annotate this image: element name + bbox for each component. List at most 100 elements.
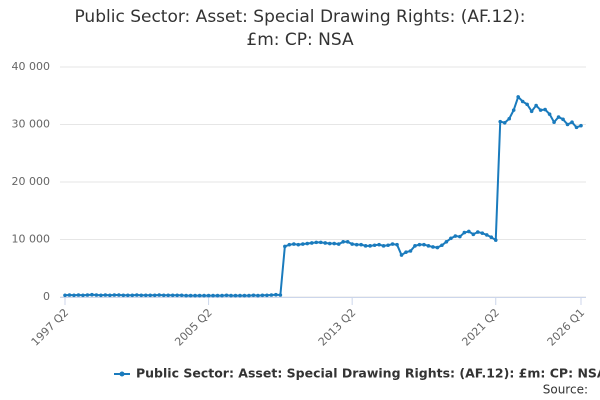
y-tick-label: 0	[43, 290, 50, 303]
data-point	[148, 293, 153, 298]
data-point	[529, 109, 534, 114]
data-point	[520, 99, 525, 104]
data-point	[363, 244, 368, 248]
data-point	[507, 116, 512, 121]
y-tick-label: 30 000	[12, 118, 51, 131]
data-point	[404, 250, 408, 254]
data-point	[112, 293, 117, 297]
data-point	[238, 293, 242, 298]
data-point	[193, 293, 197, 298]
series-line	[64, 95, 582, 297]
data-point	[301, 242, 305, 246]
data-point	[417, 242, 422, 247]
data-point	[516, 95, 520, 99]
data-point	[547, 112, 552, 116]
x-tick-label: 2021 Q2	[459, 306, 502, 349]
data-point	[121, 293, 126, 298]
data-point	[377, 242, 381, 247]
data-point	[336, 242, 341, 246]
data-point	[103, 293, 108, 297]
data-point	[426, 244, 431, 248]
data-point	[480, 231, 485, 235]
data-point	[543, 107, 547, 112]
data-point	[570, 120, 574, 124]
x-tick-label: 1997 Q2	[29, 306, 72, 349]
data-point	[476, 230, 480, 234]
data-point	[314, 240, 319, 245]
data-point	[440, 243, 444, 248]
data-point	[565, 122, 570, 127]
data-point	[179, 293, 184, 298]
data-point	[534, 103, 538, 108]
data-point	[260, 293, 265, 298]
data-point	[229, 293, 233, 298]
y-tick-label: 20 000	[12, 175, 51, 188]
data-point	[498, 119, 503, 124]
data-point	[332, 241, 337, 246]
data-point	[471, 232, 476, 237]
data-point	[368, 244, 372, 248]
data-point	[108, 293, 112, 298]
data-point	[305, 241, 310, 246]
data-point	[296, 242, 301, 247]
data-point	[170, 293, 175, 298]
data-point	[399, 253, 404, 257]
data-point	[157, 293, 162, 297]
data-point	[422, 242, 426, 247]
data-point	[462, 230, 467, 235]
data-point	[395, 242, 399, 247]
data-point	[283, 244, 287, 249]
data-point	[345, 240, 350, 244]
data-point	[467, 229, 471, 234]
data-point	[143, 293, 148, 298]
data-point	[574, 125, 579, 130]
data-point	[556, 115, 561, 119]
data-point	[126, 293, 130, 298]
data-point	[188, 293, 193, 298]
data-point	[435, 245, 440, 250]
data-point	[449, 236, 453, 241]
data-point	[139, 293, 144, 298]
data-point	[117, 293, 121, 297]
data-point	[269, 293, 274, 297]
data-point	[215, 293, 220, 298]
data-point	[242, 293, 247, 298]
data-point	[72, 293, 76, 298]
data-point	[251, 293, 256, 298]
data-point	[76, 293, 81, 297]
data-point	[166, 293, 170, 298]
data-point	[278, 293, 283, 297]
data-point	[274, 292, 278, 297]
chart-title: Public Sector: Asset: Special Drawing Ri…	[74, 7, 526, 50]
data-point	[211, 293, 215, 298]
data-point	[484, 233, 489, 237]
data-point	[152, 293, 157, 298]
data-point	[350, 242, 354, 246]
data-point	[323, 241, 328, 245]
data-point	[444, 240, 449, 244]
data-point	[525, 102, 529, 107]
data-point	[247, 293, 251, 298]
data-point	[408, 249, 413, 253]
x-tick-label: 2013 Q2	[316, 306, 359, 349]
data-point	[381, 244, 386, 248]
data-point	[431, 245, 435, 249]
y-tick-label: 10 000	[12, 233, 51, 246]
data-point	[552, 120, 556, 124]
data-point	[233, 293, 238, 298]
data-point	[90, 292, 94, 297]
data-point	[359, 242, 363, 247]
legend-marker	[119, 371, 125, 377]
x-tick-label: 2026 Q1	[545, 306, 588, 349]
data-point	[134, 293, 139, 297]
data-point	[579, 123, 583, 128]
data-point	[453, 234, 458, 238]
data-point	[309, 241, 314, 245]
data-point	[85, 293, 90, 297]
data-point	[458, 234, 462, 239]
data-point	[256, 293, 260, 298]
data-point	[63, 293, 67, 298]
source-label: Source:	[543, 383, 588, 397]
